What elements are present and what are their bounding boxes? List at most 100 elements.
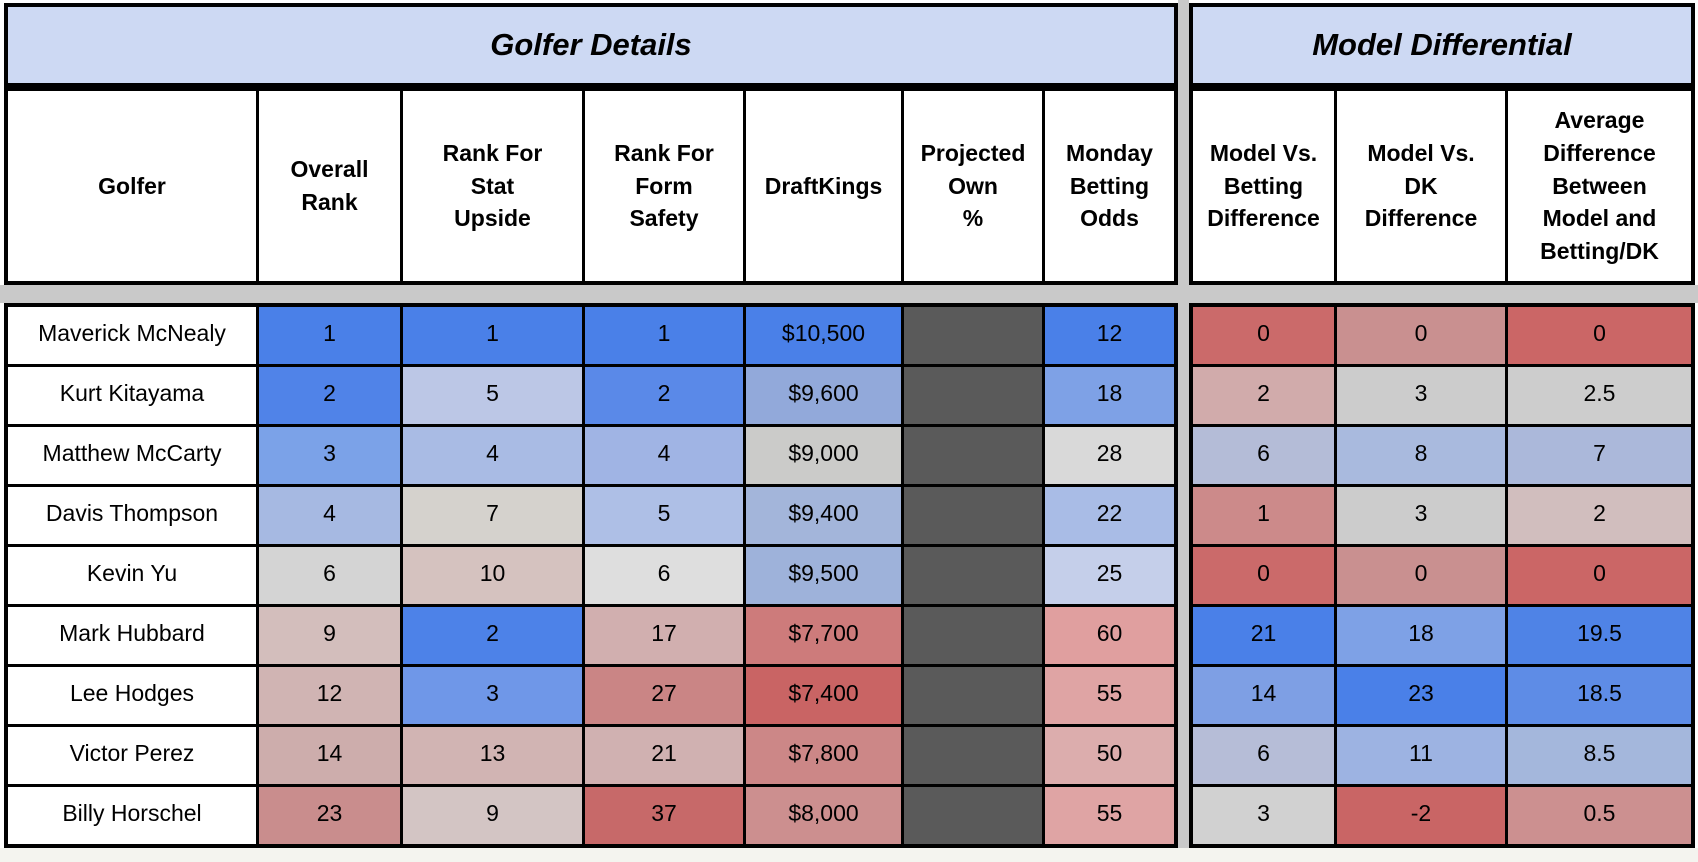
header-model-vs-dk: Model Vs. DK Difference xyxy=(1337,91,1505,281)
cell-draftkings-salary: $9,400 xyxy=(746,487,901,544)
cell-avg-model-diff: 0 xyxy=(1508,547,1691,604)
cell-projected-own-hidden xyxy=(904,727,1042,784)
cell-model-vs-betting-diff: 1 xyxy=(1193,487,1334,544)
cell-monday-betting-odds: 60 xyxy=(1045,607,1174,664)
golfer-name-cell: Mark Hubbard xyxy=(8,607,256,664)
cell-draftkings-salary: $10,500 xyxy=(746,307,901,364)
cell-monday-betting-odds: 25 xyxy=(1045,547,1174,604)
cell-projected-own-hidden xyxy=(904,667,1042,724)
cell-overall-rank: 3 xyxy=(259,427,400,484)
cell-projected-own-hidden xyxy=(904,547,1042,604)
cell-monday-betting-odds: 55 xyxy=(1045,667,1174,724)
bottom-margin-band xyxy=(0,848,1698,862)
cell-draftkings-salary: $8,000 xyxy=(746,787,901,844)
cell-model-vs-dk-diff: -2 xyxy=(1337,787,1505,844)
cell-avg-model-diff: 2 xyxy=(1508,487,1691,544)
cell-stat-upside-rank: 1 xyxy=(403,307,582,364)
cell-draftkings-salary: $9,600 xyxy=(746,367,901,424)
cell-model-vs-dk-diff: 23 xyxy=(1337,667,1505,724)
cell-avg-model-diff: 18.5 xyxy=(1508,667,1691,724)
cell-stat-upside-rank: 9 xyxy=(403,787,582,844)
golfer-name-cell: Lee Hodges xyxy=(8,667,256,724)
cell-monday-betting-odds: 18 xyxy=(1045,367,1174,424)
cell-model-vs-dk-diff: 18 xyxy=(1337,607,1505,664)
golfer-details-title: Golfer Details xyxy=(4,3,1178,87)
golfer-name-cell: Matthew McCarty xyxy=(8,427,256,484)
model-differential-data-grid: 0 0 0 2 3 2.5 6 8 7 1 3 2 0 0 0 21 18 19.5 14 23 18.5 6 11 8.5 3… xyxy=(1189,303,1695,848)
cell-model-vs-betting-diff: 6 xyxy=(1193,727,1334,784)
cell-form-safety-rank: 5 xyxy=(585,487,743,544)
golfer-name-cell: Davis Thompson xyxy=(8,487,256,544)
cell-model-vs-betting-diff: 0 xyxy=(1193,307,1334,364)
header-projected-own: Projected Own % xyxy=(904,91,1042,281)
cell-overall-rank: 2 xyxy=(259,367,400,424)
cell-stat-upside-rank: 2 xyxy=(403,607,582,664)
cell-form-safety-rank: 1 xyxy=(585,307,743,364)
golfer-name-cell: Maverick McNealy xyxy=(8,307,256,364)
cell-avg-model-diff: 0 xyxy=(1508,307,1691,364)
cell-model-vs-betting-diff: 3 xyxy=(1193,787,1334,844)
golfer-name-cell: Victor Perez xyxy=(8,727,256,784)
header-stat-upside-rank: Rank For Stat Upside xyxy=(403,91,582,281)
cell-projected-own-hidden xyxy=(904,487,1042,544)
cell-avg-model-diff: 0.5 xyxy=(1508,787,1691,844)
cell-draftkings-salary: $7,400 xyxy=(746,667,901,724)
cell-draftkings-salary: $9,000 xyxy=(746,427,901,484)
cell-stat-upside-rank: 5 xyxy=(403,367,582,424)
cell-model-vs-betting-diff: 2 xyxy=(1193,367,1334,424)
cell-overall-rank: 23 xyxy=(259,787,400,844)
cell-model-vs-dk-diff: 11 xyxy=(1337,727,1505,784)
cell-overall-rank: 4 xyxy=(259,487,400,544)
cell-form-safety-rank: 27 xyxy=(585,667,743,724)
cell-draftkings-salary: $9,500 xyxy=(746,547,901,604)
cell-model-vs-betting-diff: 21 xyxy=(1193,607,1334,664)
cell-form-safety-rank: 2 xyxy=(585,367,743,424)
cell-model-vs-betting-diff: 14 xyxy=(1193,667,1334,724)
header-overall-rank: Overall Rank xyxy=(259,91,400,281)
model-differential-title: Model Differential xyxy=(1189,3,1695,87)
cell-overall-rank: 9 xyxy=(259,607,400,664)
cell-form-safety-rank: 37 xyxy=(585,787,743,844)
cell-projected-own-hidden xyxy=(904,367,1042,424)
cell-stat-upside-rank: 10 xyxy=(403,547,582,604)
header-model-vs-betting: Model Vs. Betting Difference xyxy=(1193,91,1334,281)
cell-model-vs-dk-diff: 3 xyxy=(1337,367,1505,424)
cell-model-vs-dk-diff: 0 xyxy=(1337,307,1505,364)
header-golfer: Golfer xyxy=(8,91,256,281)
cell-model-vs-dk-diff: 0 xyxy=(1337,547,1505,604)
model-differential-header-row: Model Vs. Betting Difference Model Vs. D… xyxy=(1189,87,1695,285)
cell-model-vs-dk-diff: 8 xyxy=(1337,427,1505,484)
cell-model-vs-betting-diff: 6 xyxy=(1193,427,1334,484)
golfer-details-header-row: Golfer Overall Rank Rank For Stat Upside… xyxy=(4,87,1178,285)
header-separator-band xyxy=(0,285,1698,303)
cell-monday-betting-odds: 50 xyxy=(1045,727,1174,784)
golfer-name-cell: Kevin Yu xyxy=(8,547,256,604)
cell-monday-betting-odds: 55 xyxy=(1045,787,1174,844)
cell-overall-rank: 6 xyxy=(259,547,400,604)
cell-form-safety-rank: 6 xyxy=(585,547,743,604)
header-draftkings: DraftKings xyxy=(746,91,901,281)
cell-avg-model-diff: 19.5 xyxy=(1508,607,1691,664)
cell-model-vs-betting-diff: 0 xyxy=(1193,547,1334,604)
golfer-name-cell: Kurt Kitayama xyxy=(8,367,256,424)
cell-form-safety-rank: 4 xyxy=(585,427,743,484)
header-avg-difference: Average Difference Between Model and Bet… xyxy=(1508,91,1691,281)
golfer-name-cell: Billy Horschel xyxy=(8,787,256,844)
cell-projected-own-hidden xyxy=(904,427,1042,484)
cell-monday-betting-odds: 22 xyxy=(1045,487,1174,544)
cell-form-safety-rank: 17 xyxy=(585,607,743,664)
cell-projected-own-hidden xyxy=(904,787,1042,844)
cell-draftkings-salary: $7,700 xyxy=(746,607,901,664)
cell-stat-upside-rank: 7 xyxy=(403,487,582,544)
cell-monday-betting-odds: 28 xyxy=(1045,427,1174,484)
cell-avg-model-diff: 8.5 xyxy=(1508,727,1691,784)
cell-overall-rank: 12 xyxy=(259,667,400,724)
header-form-safety-rank: Rank For Form Safety xyxy=(585,91,743,281)
cell-model-vs-dk-diff: 3 xyxy=(1337,487,1505,544)
golfer-details-data-grid: Maverick McNealy 1 1 1 $10,500 12 Kurt Kitayam… xyxy=(4,303,1178,848)
cell-stat-upside-rank: 3 xyxy=(403,667,582,724)
cell-avg-model-diff: 2.5 xyxy=(1508,367,1691,424)
cell-stat-upside-rank: 4 xyxy=(403,427,582,484)
cell-avg-model-diff: 7 xyxy=(1508,427,1691,484)
